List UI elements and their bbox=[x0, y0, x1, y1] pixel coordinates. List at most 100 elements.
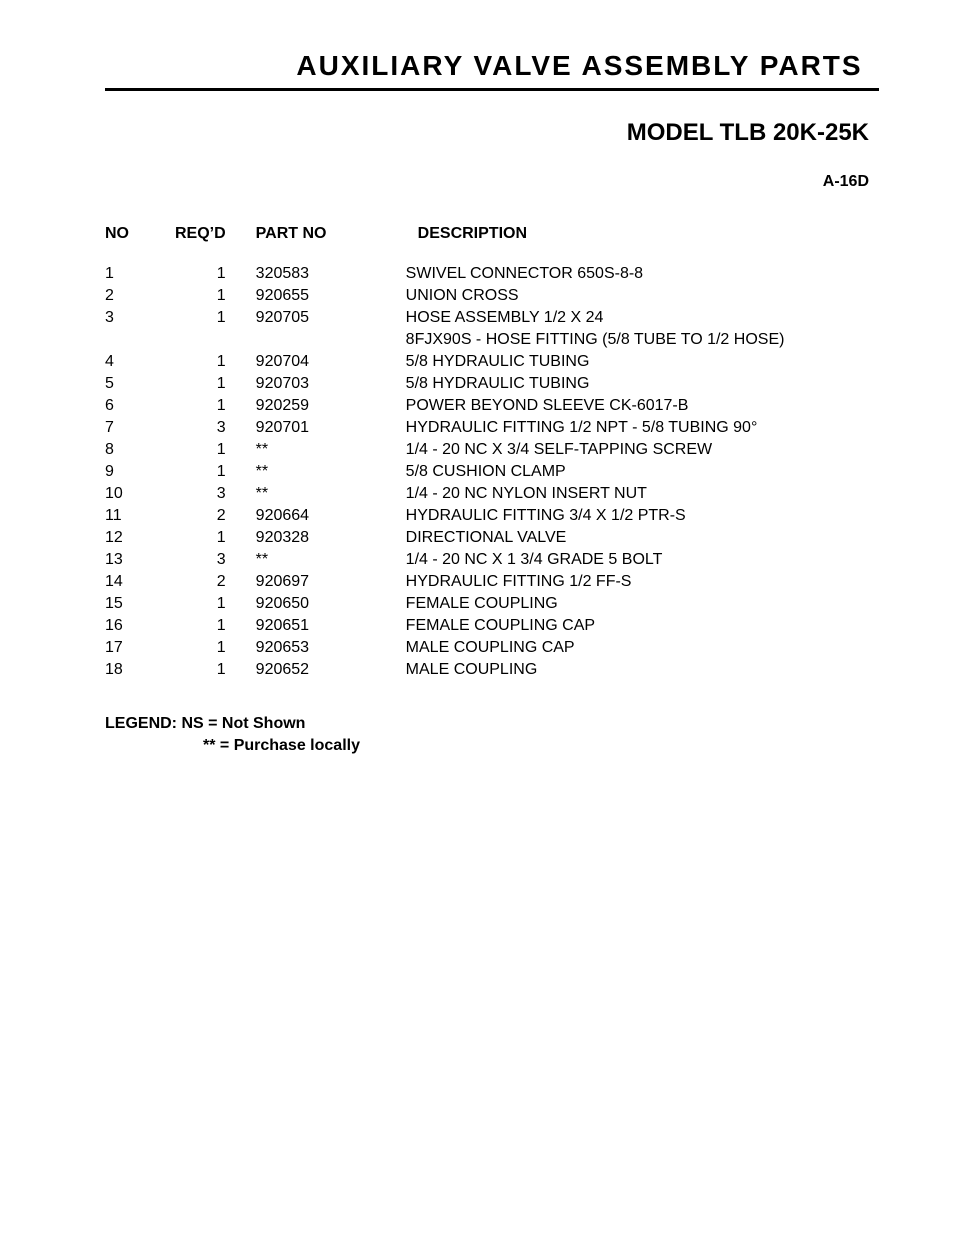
table-row: 151920650FEMALE COUPLING bbox=[105, 593, 879, 615]
table-row: 61920259POWER BEYOND SLEEVE CK-6017-B bbox=[105, 395, 879, 417]
table-row: 31920705HOSE ASSEMBLY 1/2 X 24 bbox=[105, 307, 879, 329]
parts-table-body: 11320583SWIVEL CONNECTOR 650S-8-8 219206… bbox=[105, 263, 879, 681]
table-row: 103**1/4 - 20 NC NYLON INSERT NUT bbox=[105, 483, 879, 505]
cell-partno: ** bbox=[256, 439, 406, 461]
table-row: 112920664HYDRAULIC FITTING 3/4 X 1/2 PTR… bbox=[105, 505, 879, 527]
cell-no: 10 bbox=[105, 483, 175, 505]
cell-no: 2 bbox=[105, 285, 175, 307]
cell-reqd: 1 bbox=[175, 307, 256, 329]
cell-reqd: 3 bbox=[175, 483, 256, 505]
cell-no: 16 bbox=[105, 615, 175, 637]
cell-no bbox=[105, 329, 175, 351]
col-header-no: NO bbox=[105, 225, 175, 263]
cell-no: 7 bbox=[105, 417, 175, 439]
cell-description: FEMALE COUPLING CAP bbox=[406, 615, 879, 637]
table-row: 142920697HYDRAULIC FITTING 1/2 FF-S bbox=[105, 571, 879, 593]
cell-reqd: 2 bbox=[175, 571, 256, 593]
table-row: 171920653MALE COUPLING CAP bbox=[105, 637, 879, 659]
table-row: 133**1/4 - 20 NC X 1 3/4 GRADE 5 BOLT bbox=[105, 549, 879, 571]
title-underline bbox=[105, 88, 879, 91]
cell-reqd: 1 bbox=[175, 615, 256, 637]
table-row: 161920651FEMALE COUPLING CAP bbox=[105, 615, 879, 637]
table-row: 419207045/8 HYDRAULIC TUBING bbox=[105, 351, 879, 373]
table-row: 519207035/8 HYDRAULIC TUBING bbox=[105, 373, 879, 395]
table-row: 11320583SWIVEL CONNECTOR 650S-8-8 bbox=[105, 263, 879, 285]
legend-line-ns: LEGEND: NS = Not Shown bbox=[105, 713, 879, 735]
cell-reqd: 2 bbox=[175, 505, 256, 527]
cell-partno: 920704 bbox=[256, 351, 406, 373]
table-row: 81**1/4 - 20 NC X 3/4 SELF-TAPPING SCREW bbox=[105, 439, 879, 461]
page-title: AUXILIARY VALVE ASSEMBLY PARTS bbox=[105, 50, 879, 82]
table-header-row: NO REQ’D PART NO DESCRIPTION bbox=[105, 225, 879, 263]
cell-no: 11 bbox=[105, 505, 175, 527]
cell-description: UNION CROSS bbox=[406, 285, 879, 307]
cell-partno: ** bbox=[256, 549, 406, 571]
cell-description: HYDRAULIC FITTING 3/4 X 1/2 PTR-S bbox=[406, 505, 879, 527]
cell-partno: 920705 bbox=[256, 307, 406, 329]
table-row: 91**5/8 CUSHION CLAMP bbox=[105, 461, 879, 483]
cell-partno: ** bbox=[256, 483, 406, 505]
cell-no: 18 bbox=[105, 659, 175, 681]
cell-description: 1/4 - 20 NC NYLON INSERT NUT bbox=[406, 483, 879, 505]
cell-description: 1/4 - 20 NC X 1 3/4 GRADE 5 BOLT bbox=[406, 549, 879, 571]
cell-no: 3 bbox=[105, 307, 175, 329]
col-header-reqd: REQ’D bbox=[175, 225, 256, 263]
cell-partno bbox=[256, 329, 406, 351]
table-row: 181920652MALE COUPLING bbox=[105, 659, 879, 681]
cell-partno: 920664 bbox=[256, 505, 406, 527]
cell-no: 12 bbox=[105, 527, 175, 549]
cell-partno: 920650 bbox=[256, 593, 406, 615]
cell-reqd: 1 bbox=[175, 637, 256, 659]
cell-no: 17 bbox=[105, 637, 175, 659]
cell-description: HYDRAULIC FITTING 1/2 NPT - 5/8 TUBING 9… bbox=[406, 417, 879, 439]
table-row: 73920701HYDRAULIC FITTING 1/2 NPT - 5/8 … bbox=[105, 417, 879, 439]
cell-no: 15 bbox=[105, 593, 175, 615]
cell-description: POWER BEYOND SLEEVE CK-6017-B bbox=[406, 395, 879, 417]
cell-description: HOSE ASSEMBLY 1/2 X 24 bbox=[406, 307, 879, 329]
cell-partno: 920701 bbox=[256, 417, 406, 439]
legend: LEGEND: NS = Not Shown ** = Purchase loc… bbox=[105, 713, 879, 758]
cell-reqd: 1 bbox=[175, 395, 256, 417]
cell-partno: 920328 bbox=[256, 527, 406, 549]
cell-description: MALE COUPLING bbox=[406, 659, 879, 681]
cell-reqd bbox=[175, 329, 256, 351]
cell-partno: 920655 bbox=[256, 285, 406, 307]
cell-no: 14 bbox=[105, 571, 175, 593]
table-row: 8FJX90S - HOSE FITTING (5/8 TUBE TO 1/2 … bbox=[105, 329, 879, 351]
table-row: 121920328DIRECTIONAL VALVE bbox=[105, 527, 879, 549]
cell-reqd: 1 bbox=[175, 373, 256, 395]
cell-no: 9 bbox=[105, 461, 175, 483]
cell-reqd: 3 bbox=[175, 417, 256, 439]
cell-description: 5/8 HYDRAULIC TUBING bbox=[406, 351, 879, 373]
cell-partno: ** bbox=[256, 461, 406, 483]
cell-partno: 920653 bbox=[256, 637, 406, 659]
cell-partno: 920703 bbox=[256, 373, 406, 395]
cell-no: 4 bbox=[105, 351, 175, 373]
model-heading: MODEL TLB 20K-25K bbox=[105, 119, 879, 147]
cell-reqd: 3 bbox=[175, 549, 256, 571]
cell-description: FEMALE COUPLING bbox=[406, 593, 879, 615]
cell-reqd: 1 bbox=[175, 659, 256, 681]
cell-partno: 920697 bbox=[256, 571, 406, 593]
cell-reqd: 1 bbox=[175, 285, 256, 307]
cell-no: 13 bbox=[105, 549, 175, 571]
cell-description: MALE COUPLING CAP bbox=[406, 637, 879, 659]
cell-description: SWIVEL CONNECTOR 650S-8-8 bbox=[406, 263, 879, 285]
cell-partno: 920652 bbox=[256, 659, 406, 681]
cell-description: DIRECTIONAL VALVE bbox=[406, 527, 879, 549]
cell-reqd: 1 bbox=[175, 461, 256, 483]
cell-no: 8 bbox=[105, 439, 175, 461]
cell-reqd: 1 bbox=[175, 351, 256, 373]
table-row: 21920655UNION CROSS bbox=[105, 285, 879, 307]
page-code: A-16D bbox=[105, 173, 879, 191]
cell-reqd: 1 bbox=[175, 439, 256, 461]
cell-description: 5/8 CUSHION CLAMP bbox=[406, 461, 879, 483]
cell-partno: 920651 bbox=[256, 615, 406, 637]
cell-reqd: 1 bbox=[175, 263, 256, 285]
cell-description: HYDRAULIC FITTING 1/2 FF-S bbox=[406, 571, 879, 593]
cell-partno: 920259 bbox=[256, 395, 406, 417]
cell-partno: 320583 bbox=[256, 263, 406, 285]
legend-line-purchase: ** = Purchase locally bbox=[105, 735, 879, 757]
cell-description: 8FJX90S - HOSE FITTING (5/8 TUBE TO 1/2 … bbox=[406, 329, 879, 351]
cell-reqd: 1 bbox=[175, 527, 256, 549]
